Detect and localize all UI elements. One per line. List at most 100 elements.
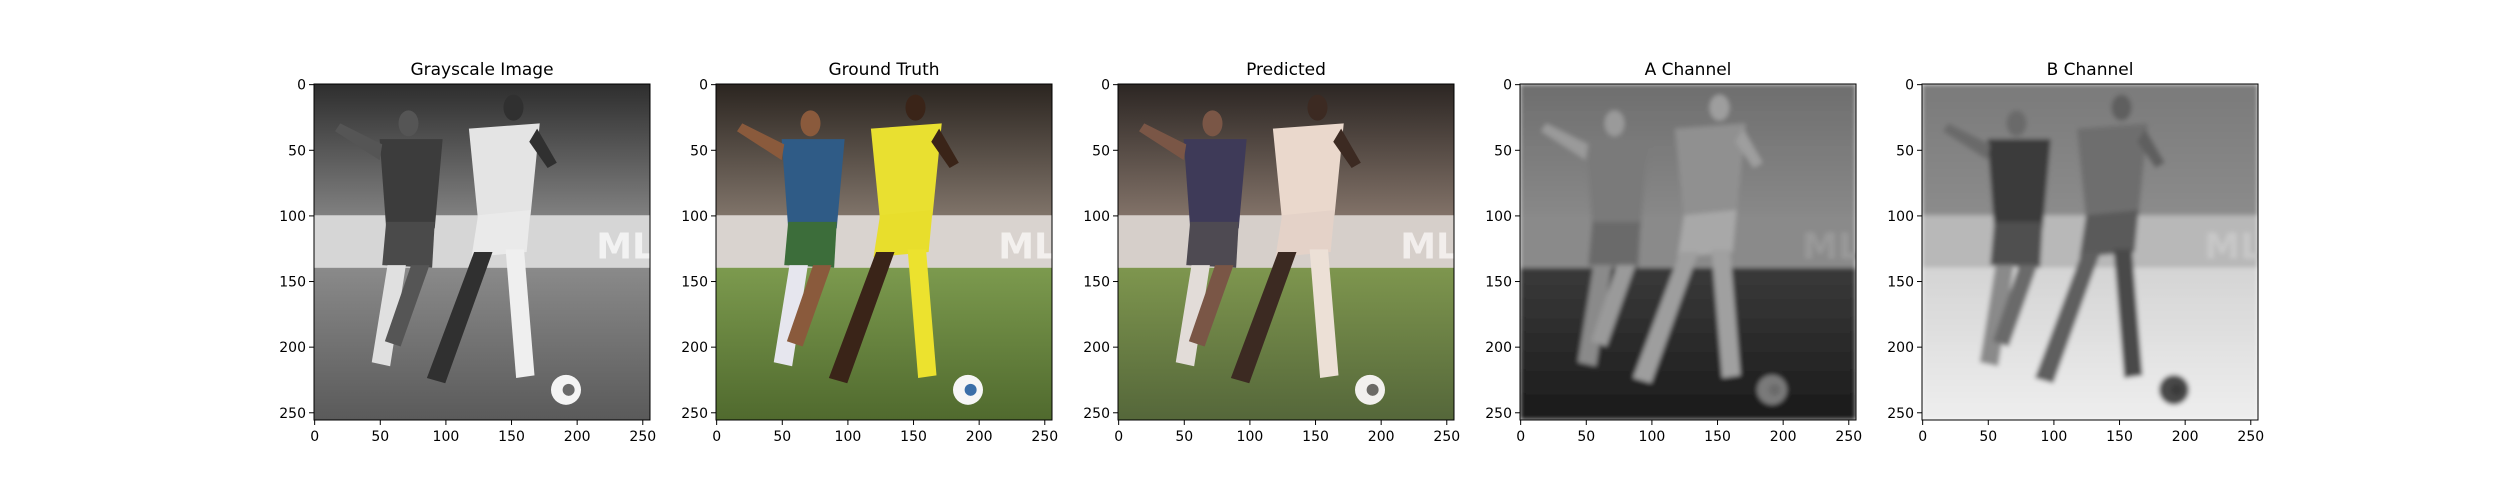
- player-left-leg-b: [1188, 265, 1234, 347]
- player-right-head: [2111, 94, 2132, 121]
- board-lettering: MLS: [1400, 227, 1485, 268]
- player-left-arm: [1541, 123, 1589, 161]
- player-right-shorts: [471, 210, 531, 258]
- player-right-leg-a: [828, 252, 895, 384]
- y-tick-label: 200: [1083, 340, 1110, 356]
- x-tick-label: 200: [966, 429, 993, 445]
- player-left-shorts: [1990, 221, 2043, 268]
- panel-predicted: Predicted MLS 0 50 100 150 200 250 0 50 100 150 200…: [1081, 0, 1481, 500]
- player-right-arm: [1735, 128, 1763, 168]
- player-left-shorts: [784, 221, 837, 268]
- x-tick-label: 150: [1302, 429, 1329, 445]
- x-tick-label: 250: [1835, 429, 1862, 445]
- panel-b-channel: B Channel MLS 0 50 100 150 200 250 0 50 100 150 200…: [1885, 0, 2285, 500]
- y-tick-label: 50: [690, 143, 708, 159]
- x-tick-label: 0: [712, 429, 721, 445]
- y-tick-label: 250: [1887, 406, 1914, 422]
- x-tick-label: 200: [1770, 429, 1797, 445]
- player-right-shirt: [468, 123, 540, 221]
- player-left-arm: [1943, 123, 1991, 161]
- x-tick-label: 150: [498, 429, 525, 445]
- player-left-shirt: [1585, 139, 1649, 229]
- axes-frame: [1117, 83, 1455, 421]
- x-tick-label: 200: [564, 429, 591, 445]
- player-right-shirt: [1674, 123, 1746, 221]
- pitch: [314, 267, 650, 420]
- photo-image: MLS: [314, 84, 681, 420]
- player-right-arm: [529, 128, 557, 168]
- player-left-shorts: [1186, 221, 1239, 268]
- x-tick-label: 150: [2106, 429, 2133, 445]
- y-tick-label: 100: [1887, 209, 1914, 225]
- player-right-shorts: [873, 210, 933, 258]
- x-tick-label: 0: [1516, 429, 1525, 445]
- axes-frame: [1519, 83, 1857, 421]
- y-tick-label: 50: [1092, 143, 1110, 159]
- y-tick-label: 0: [1101, 78, 1110, 94]
- y-tick-label: 50: [1896, 143, 1914, 159]
- x-tick-label: 150: [900, 429, 927, 445]
- player-right-shorts: [2079, 210, 2139, 258]
- ball-panel: [2170, 383, 2183, 396]
- photo-content: MLS: [314, 84, 681, 420]
- player-left-leg-b: [1992, 265, 2038, 347]
- player-left-leg-b: [786, 265, 832, 347]
- pitch: [716, 267, 1052, 420]
- y-tick-label: 200: [1485, 340, 1512, 356]
- player-right-leg-a: [426, 252, 493, 384]
- player-left-shirt: [781, 139, 845, 229]
- player-left-head: [2006, 110, 2027, 137]
- board-lettering: MLS: [2204, 227, 2289, 268]
- photo-image: MLS: [716, 84, 1052, 420]
- y-tick-label: 0: [1905, 78, 1914, 94]
- x-tick-label: 50: [1979, 429, 1997, 445]
- y-tick-label: 100: [279, 209, 306, 225]
- x-tick-label: 100: [1237, 429, 1264, 445]
- y-tick-label: 0: [699, 78, 708, 94]
- player-right-shirt: [1272, 123, 1344, 221]
- player-left-leg-b: [384, 265, 430, 347]
- y-tick-label: 100: [1083, 209, 1110, 225]
- y-tick-label: 150: [1887, 275, 1914, 291]
- x-tick-label: 250: [629, 429, 656, 445]
- y-tick-label: 100: [681, 209, 708, 225]
- x-tick-label: 0: [1918, 429, 1927, 445]
- x-tick-label: 50: [1577, 429, 1595, 445]
- panel-title: Grayscale Image: [410, 60, 554, 80]
- y-tick-label: 0: [297, 78, 306, 94]
- panel-ground-truth: Ground Truth MLS 0 50 100 150 200 250 0 50 100 150…: [679, 0, 1079, 500]
- player-right-leg-b: [1711, 249, 1741, 378]
- y-tick-label: 150: [1083, 275, 1110, 291]
- player-left-arm: [335, 123, 383, 161]
- ball-panel: [562, 383, 575, 396]
- photo-content: MLS: [1922, 84, 2289, 420]
- panel-title: Predicted: [1246, 60, 1326, 80]
- pitch: [1118, 267, 1454, 420]
- axes-frame-group: [715, 83, 1053, 421]
- player-right-head: [1307, 94, 1328, 121]
- photo-content: MLS: [1118, 84, 1485, 420]
- pitch: [1520, 267, 1856, 420]
- y-tick-label: 150: [681, 275, 708, 291]
- player-right-shorts: [1677, 210, 1737, 258]
- player-right-leg-a: [2034, 252, 2101, 384]
- player-right-leg-a: [1230, 252, 1297, 384]
- player-left-shirt: [1987, 139, 2051, 229]
- y-tick-label: 200: [1887, 340, 1914, 356]
- player-right-leg-b: [1309, 249, 1339, 378]
- x-tick-label: 200: [2172, 429, 2199, 445]
- y-tick-label: 100: [1485, 209, 1512, 225]
- axes-frame-group: [1921, 83, 2259, 421]
- axes-frame-group: [313, 83, 651, 421]
- player-right-leg-a: [1632, 252, 1699, 384]
- board-lettering: MLS: [596, 227, 681, 268]
- y-tick-label: 50: [1494, 143, 1512, 159]
- x-tick-label: 50: [1175, 429, 1193, 445]
- pitch: [1922, 267, 2258, 420]
- photo-content: MLS: [716, 84, 1052, 420]
- ball-panel: [1768, 383, 1781, 396]
- x-tick-label: 0: [1114, 429, 1123, 445]
